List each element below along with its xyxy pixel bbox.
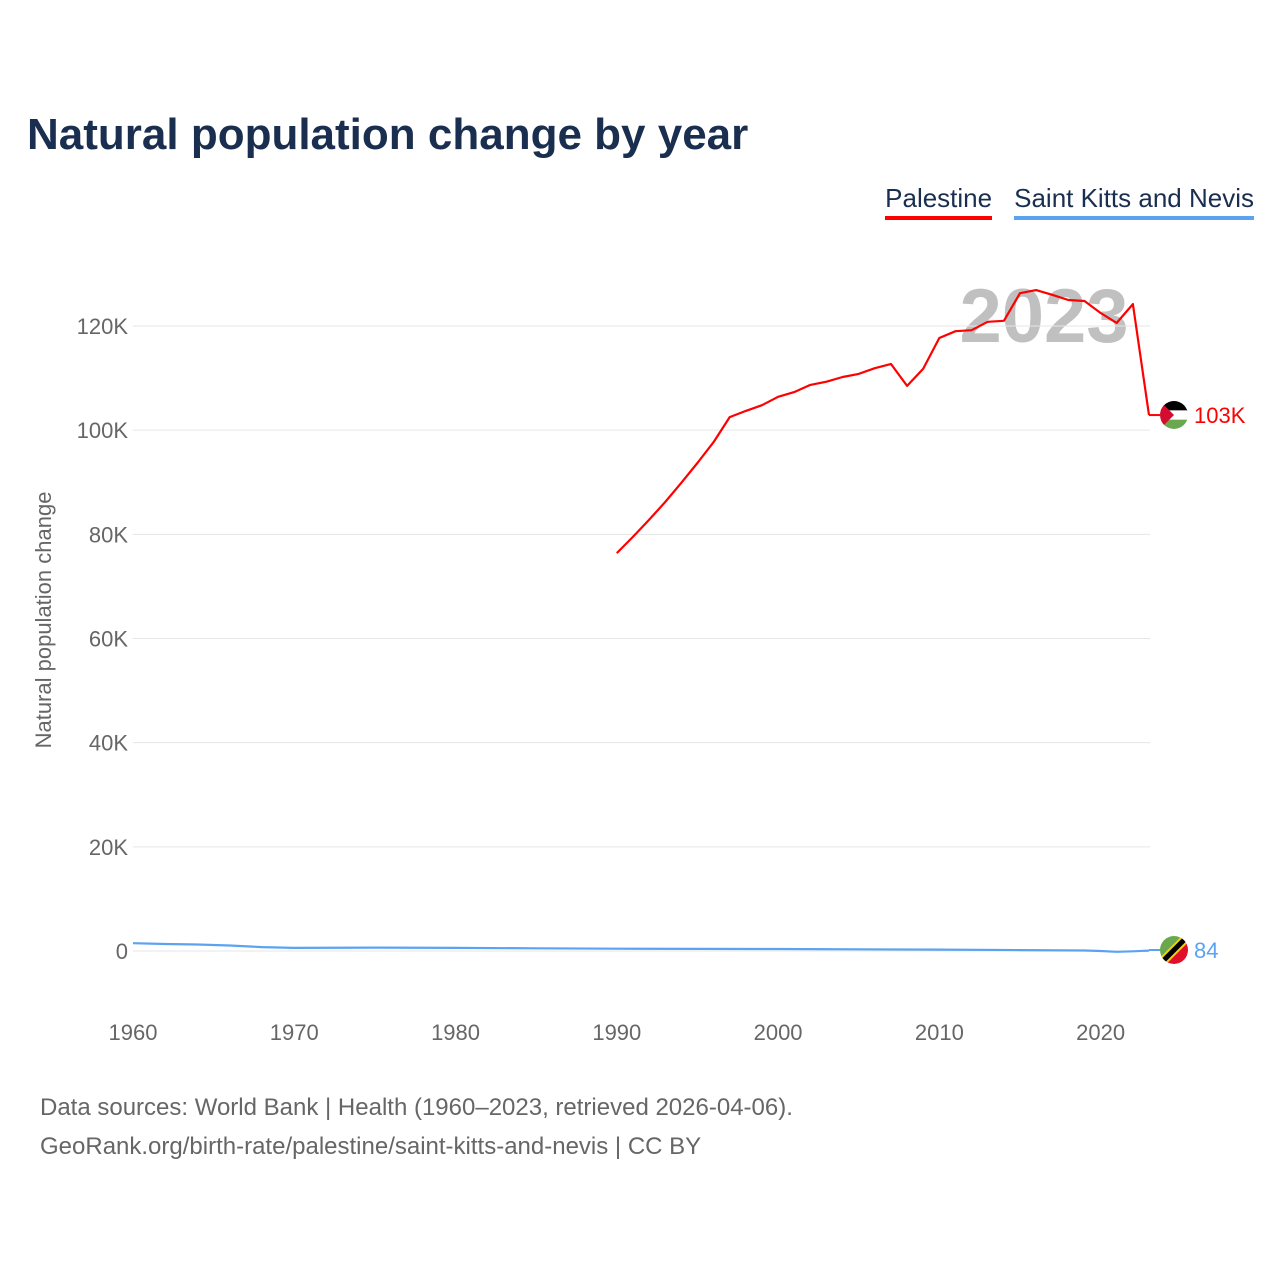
y-tick-label: 120K — [77, 314, 129, 339]
y-tick-label: 80K — [89, 522, 128, 547]
source-line-1: Data sources: World Bank | Health (1960–… — [40, 1094, 793, 1121]
legend-item-saint-kitts-and-nevis[interactable]: Saint Kitts and Nevis — [1014, 183, 1254, 220]
source-line-2[interactable]: GeoRank.org/birth-rate/palestine/saint-k… — [40, 1133, 702, 1160]
chart-title: Natural population change by year — [27, 110, 749, 159]
x-tick-label: 1960 — [109, 1020, 158, 1045]
x-tick-label: 2020 — [1076, 1020, 1125, 1045]
y-tick-label: 60K — [89, 627, 128, 652]
saint-kitts-flag-icon — [1160, 936, 1188, 964]
legend-item-palestine[interactable]: Palestine — [885, 183, 993, 220]
x-tick-label: 1980 — [431, 1020, 480, 1045]
legend: Palestine Saint Kitts and Nevis — [885, 183, 1254, 220]
y-tick-label: 0 — [116, 939, 128, 964]
palestine-flag-icon — [1160, 401, 1188, 429]
y-tick-label: 100K — [77, 418, 129, 443]
x-tick-label: 1990 — [592, 1020, 641, 1045]
x-tick-label: 1970 — [270, 1020, 319, 1045]
y-tick-label: 40K — [89, 731, 128, 756]
end-value-label: 103K — [1194, 403, 1246, 428]
source-note: Data sources: World Bank | Health (1960–… — [40, 1088, 793, 1166]
y-axis-label: Natural population change — [31, 492, 56, 749]
x-tick-label: 2000 — [754, 1020, 803, 1045]
y-tick-label: 20K — [89, 835, 128, 860]
series-line-palestine — [616, 289, 1151, 554]
end-value-label: 84 — [1194, 938, 1218, 963]
year-watermark: 2023 — [959, 274, 1128, 359]
x-tick-label: 2010 — [915, 1020, 964, 1045]
series-line-saint-kitts-and-nevis — [132, 942, 1150, 953]
